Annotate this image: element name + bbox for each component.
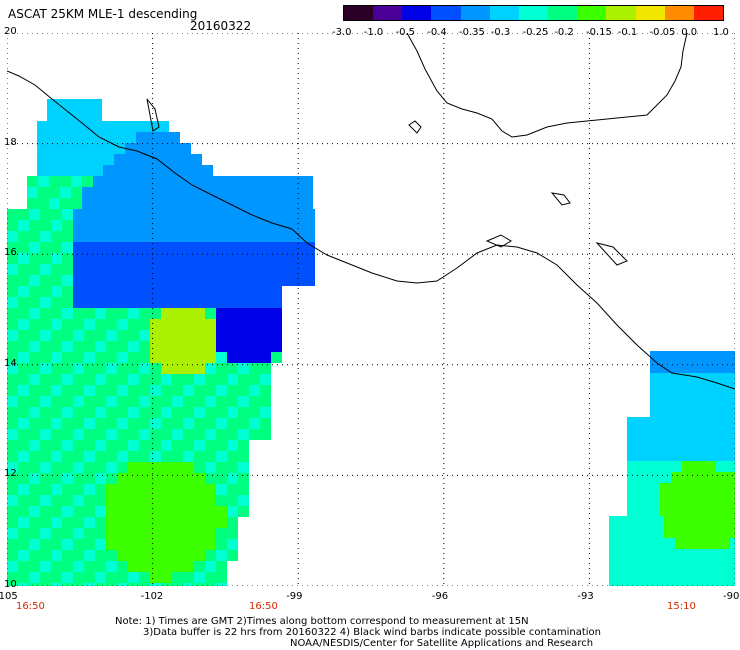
lat-tick-label: 14 (4, 357, 17, 369)
lon-tick-label: -102 (140, 591, 164, 602)
colorbar-label: -0.5 (395, 27, 416, 38)
colorbar-cell (460, 6, 490, 20)
pass-time-left: 16:50 (16, 601, 45, 612)
swath-map (7, 33, 735, 586)
pass-time-center: 16:50 (249, 601, 278, 612)
island-c (595, 242, 628, 266)
colorbar-label: -3.0 (332, 27, 352, 38)
swath-right (609, 351, 735, 586)
lat-tick-label: 16 (4, 247, 17, 259)
island-e (146, 98, 160, 132)
pass-time-right: 15:10 (667, 601, 696, 612)
lon-tick-label: -105 (0, 591, 18, 602)
lon-tick-label: -99 (286, 591, 303, 602)
colorbar-label: 0.0 (681, 27, 698, 38)
lon-tick-label: -93 (577, 591, 594, 602)
lat-tick-label: 12 (4, 468, 17, 480)
colorbar-cell (548, 6, 578, 20)
island-a (408, 120, 422, 134)
swath-left (7, 99, 315, 586)
colorbar-cell (518, 6, 549, 20)
note-line-1: Note: 1) Times are GMT 2)Times along bot… (115, 616, 529, 627)
lat-tick-label: 18 (4, 136, 17, 148)
island-b (485, 234, 512, 248)
colorbar-cell (344, 6, 374, 20)
colorbar-cell (693, 6, 724, 20)
colorbar-label: -0.3 (490, 27, 511, 38)
note-line-3: NOAA/NESDIS/Center for Satellite Applica… (290, 638, 594, 649)
colorbar-label: -0.2 (554, 27, 574, 38)
colorbar-cell (606, 6, 636, 20)
colorbar-label: 1.0 (713, 27, 729, 38)
map-title: ASCAT 25KM MLE-1 descending (8, 7, 198, 21)
colorbar (343, 5, 724, 21)
colorbar-label: -0.35 (459, 27, 485, 38)
colorbar-label: -1.0 (363, 27, 384, 38)
colorbar-cell (431, 6, 461, 20)
lon-tick-label: -96 (431, 591, 449, 602)
colorbar-cell (577, 6, 607, 20)
colorbar-cell (489, 6, 519, 20)
coastline-north (406, 33, 688, 138)
note-line-2: 3)Data buffer is 22 hrs from 20160322 4)… (143, 627, 601, 638)
lat-tick-label: 10 (4, 579, 17, 590)
coastline (7, 70, 735, 390)
island-d (550, 192, 571, 206)
colorbar-cell (664, 6, 694, 20)
colorbar-cell (635, 6, 665, 20)
gridlines (7, 33, 735, 586)
colorbar-cell (402, 6, 432, 20)
lon-tick-label: -90 (723, 591, 740, 602)
lat-tick-label: 20 (4, 26, 17, 37)
map-date: 20160322 (190, 19, 252, 33)
colorbar-cell (373, 6, 403, 20)
colorbar-label: -0.15 (586, 27, 612, 38)
colorbar-label: -0.25 (522, 27, 549, 38)
